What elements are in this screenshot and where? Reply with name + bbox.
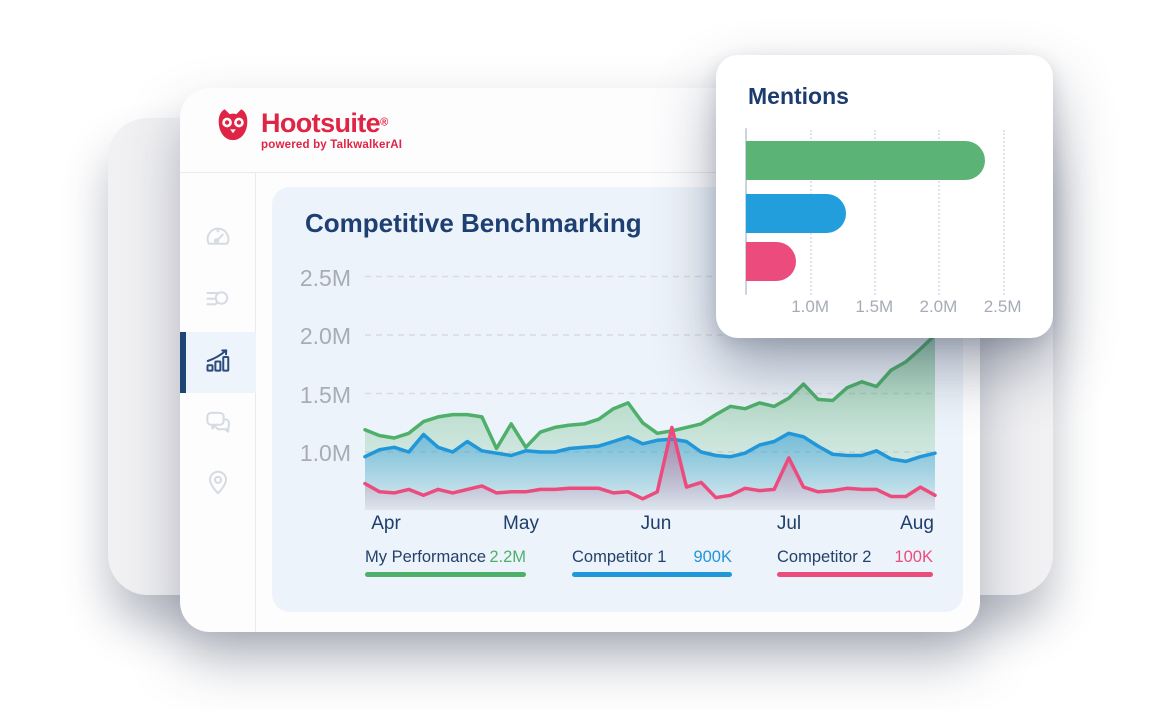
sidebar-item-search[interactable] bbox=[180, 271, 256, 332]
owl-icon bbox=[211, 106, 255, 155]
sidebar-item-analytics[interactable] bbox=[180, 332, 256, 393]
mentions-tick-label: 1.0M bbox=[791, 297, 829, 316]
legend-name: Competitor 1 bbox=[572, 548, 667, 566]
y-axis-label: 2.0M bbox=[299, 323, 351, 349]
x-axis-label: May bbox=[503, 513, 539, 534]
y-axis-label: 2.5M bbox=[299, 265, 351, 291]
sidebar-item-dashboard[interactable] bbox=[180, 210, 256, 271]
legend-value: 100K bbox=[894, 548, 933, 566]
legend-name: My Performance bbox=[365, 548, 487, 566]
legend-underline bbox=[777, 572, 933, 577]
chart-growth-icon bbox=[203, 345, 233, 380]
legend-value: 900K bbox=[693, 548, 732, 566]
hootsuite-logo[interactable]: Hootsuite® powered by TalkwalkerAI bbox=[211, 106, 402, 155]
legend-value: 2.2M bbox=[489, 548, 526, 566]
mentions-gridline bbox=[1002, 130, 1005, 295]
y-axis-label: 1.5M bbox=[299, 382, 351, 408]
mentions-title: Mentions bbox=[748, 83, 849, 109]
benchmark-title: Competitive Benchmarking bbox=[305, 208, 642, 238]
mentions-tick-label: 1.5M bbox=[855, 297, 894, 316]
legend-item[interactable]: Competitor 1 900K bbox=[572, 548, 732, 577]
sidebar-item-geo[interactable] bbox=[180, 454, 256, 515]
registered-mark: ® bbox=[380, 116, 389, 129]
list-search-icon bbox=[203, 284, 233, 319]
x-axis-label: Apr bbox=[371, 513, 401, 534]
y-axis-label: 1.0M bbox=[299, 440, 351, 466]
legend-item[interactable]: Competitor 2 100K bbox=[777, 548, 933, 577]
sidebar bbox=[180, 173, 256, 632]
legend-item[interactable]: My Performance 2.2M bbox=[365, 548, 526, 577]
legend-underline bbox=[365, 572, 526, 577]
chat-icon bbox=[203, 406, 233, 441]
mentions-bar bbox=[746, 141, 985, 180]
mentions-gridline bbox=[938, 130, 941, 295]
legend-name: Competitor 2 bbox=[777, 548, 872, 566]
mentions-gridline bbox=[874, 130, 877, 295]
location-pin-icon bbox=[203, 467, 233, 502]
sidebar-item-messages[interactable] bbox=[180, 393, 256, 454]
x-axis-label: Aug bbox=[900, 513, 934, 534]
speedometer-icon bbox=[203, 223, 233, 258]
legend-underline bbox=[572, 572, 732, 577]
mentions-tick-label: 2.5M bbox=[983, 297, 1022, 316]
wordmark: Hootsuite® powered by TalkwalkerAI bbox=[261, 106, 402, 152]
mentions-tick-label: 2.0M bbox=[919, 297, 958, 316]
x-axis-label: Jun bbox=[640, 513, 672, 534]
mentions-bar bbox=[746, 194, 847, 233]
brand-tagline: powered by TalkwalkerAI bbox=[261, 139, 403, 151]
brand-name: Hootsuite bbox=[261, 108, 381, 138]
mentions-bar bbox=[746, 242, 796, 281]
x-axis-label: Jul bbox=[776, 513, 802, 534]
mentions-card: Mentions 1.0M 1.5M 2.0M 2.5M bbox=[716, 55, 1053, 338]
